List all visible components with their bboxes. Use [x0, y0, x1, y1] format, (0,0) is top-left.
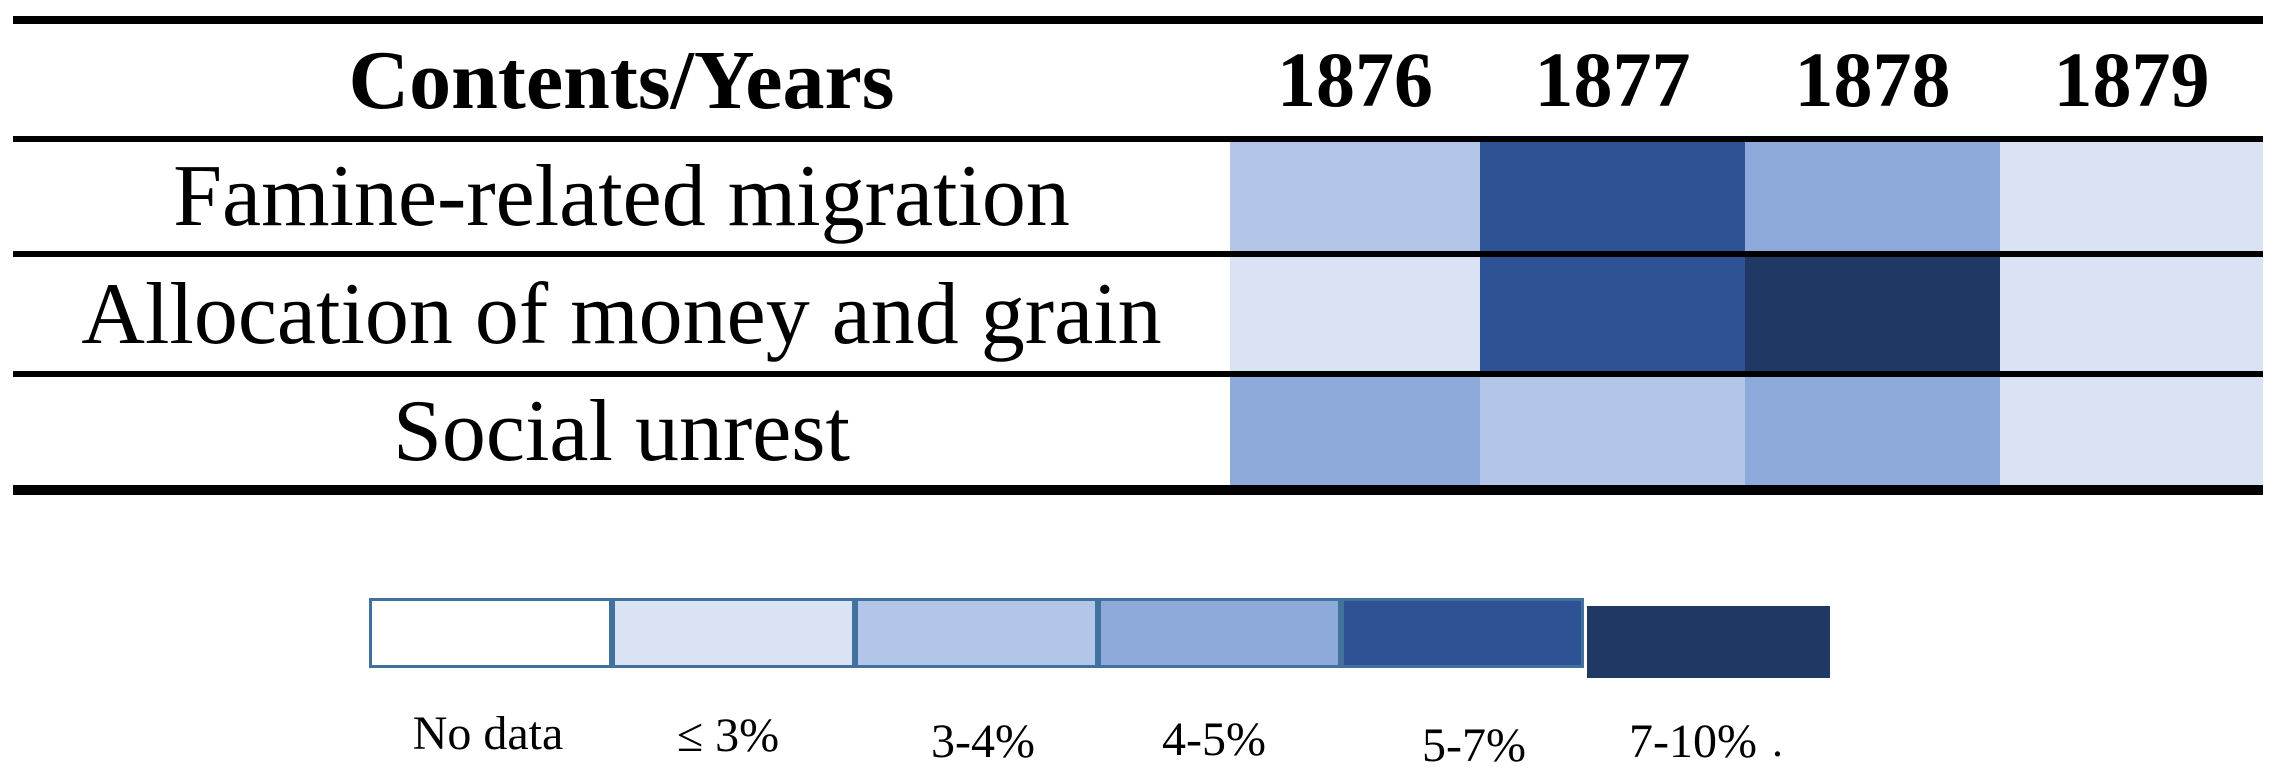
- legend-label-5-7pct: 5-7%: [1422, 719, 1526, 772]
- heatmap-cell-unrest-1877: [1480, 377, 1745, 485]
- header-separator-line: [13, 136, 2263, 142]
- heatmap-cell-famine-1876: [1230, 142, 1480, 251]
- heatmap-cell-allocation-1877: [1480, 257, 1745, 371]
- legend-label-no-data: No data: [412, 707, 564, 760]
- row1-separator-line: [13, 251, 2263, 257]
- legend-label-7-10pct: 7-10%: [1629, 715, 1757, 768]
- table-top-border: [13, 16, 2263, 24]
- legend-swatch-4-5pct: [1098, 598, 1341, 668]
- heatmap-cell-unrest-1876: [1230, 377, 1480, 485]
- heatmap-cell-unrest-1878: [1745, 377, 2000, 485]
- stray-period: .: [1772, 717, 1783, 766]
- year-header-1878: 1878: [1794, 36, 1951, 123]
- heatmap-cell-unrest-1879: [2000, 377, 2263, 485]
- legend-swatch-3-4pct: [855, 598, 1098, 668]
- legend-swatch-no-data: [369, 598, 612, 668]
- heatmap-cell-allocation-1878: [1745, 257, 2000, 371]
- legend-label-3-4pct: 3-4%: [931, 715, 1035, 768]
- table-bottom-border: [13, 485, 2263, 495]
- row-label-famine-related-migration: Famine-related migration: [173, 148, 1070, 245]
- legend-label-4-5pct: 4-5%: [1162, 713, 1266, 766]
- year-header-1876: 1876: [1277, 36, 1433, 123]
- heatmap-cell-allocation-1879: [2000, 257, 2263, 371]
- legend-label-le-3pct: ≤ 3%: [676, 709, 780, 762]
- legend-swatch-7-10pct: [1587, 606, 1830, 678]
- heatmap-cell-allocation-1876: [1230, 257, 1480, 371]
- year-header-1877: 1877: [1534, 36, 1691, 123]
- legend-swatch-le-3pct: [612, 598, 855, 668]
- row-label-social-unrest: Social unrest: [392, 382, 850, 480]
- heatmap-cell-famine-1877: [1480, 142, 1745, 251]
- heatmap-cell-famine-1878: [1745, 142, 2000, 251]
- legend-swatch-5-7pct: [1341, 598, 1584, 668]
- heatmap-cell-famine-1879: [2000, 142, 2263, 251]
- corner-header-contents-years: Contents/Years: [348, 33, 895, 127]
- year-header-1879: 1879: [2053, 36, 2210, 123]
- row-label-allocation-of-money-and-grain: Allocation of money and grain: [81, 265, 1162, 363]
- row2-separator-line: [13, 371, 2263, 377]
